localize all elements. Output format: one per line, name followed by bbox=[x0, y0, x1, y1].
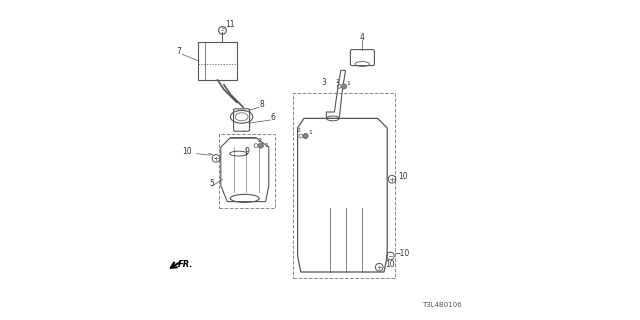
Text: 1: 1 bbox=[346, 81, 350, 86]
Text: 7: 7 bbox=[176, 47, 181, 56]
Text: 10: 10 bbox=[385, 260, 396, 269]
Circle shape bbox=[303, 133, 308, 139]
Text: 4: 4 bbox=[360, 33, 365, 42]
Text: 10: 10 bbox=[398, 172, 408, 181]
Text: 8: 8 bbox=[259, 100, 264, 109]
Text: 2: 2 bbox=[335, 79, 339, 84]
Bar bbox=[292, 93, 395, 278]
Text: 1: 1 bbox=[264, 143, 268, 148]
Text: T3L4B0106: T3L4B0106 bbox=[422, 302, 461, 308]
Text: 9: 9 bbox=[245, 147, 250, 156]
Text: 6: 6 bbox=[270, 113, 275, 122]
Text: 11: 11 bbox=[226, 20, 235, 29]
Circle shape bbox=[259, 143, 264, 148]
Bar bbox=[219, 134, 275, 208]
Text: 5: 5 bbox=[210, 179, 214, 188]
Text: 2: 2 bbox=[258, 138, 262, 143]
Text: 2: 2 bbox=[297, 128, 301, 133]
Text: 10: 10 bbox=[182, 147, 192, 156]
Text: 3: 3 bbox=[322, 78, 326, 87]
Text: 1: 1 bbox=[308, 131, 312, 135]
Text: ─10: ─10 bbox=[396, 249, 410, 258]
Circle shape bbox=[342, 84, 347, 89]
Text: FR.: FR. bbox=[178, 260, 193, 269]
